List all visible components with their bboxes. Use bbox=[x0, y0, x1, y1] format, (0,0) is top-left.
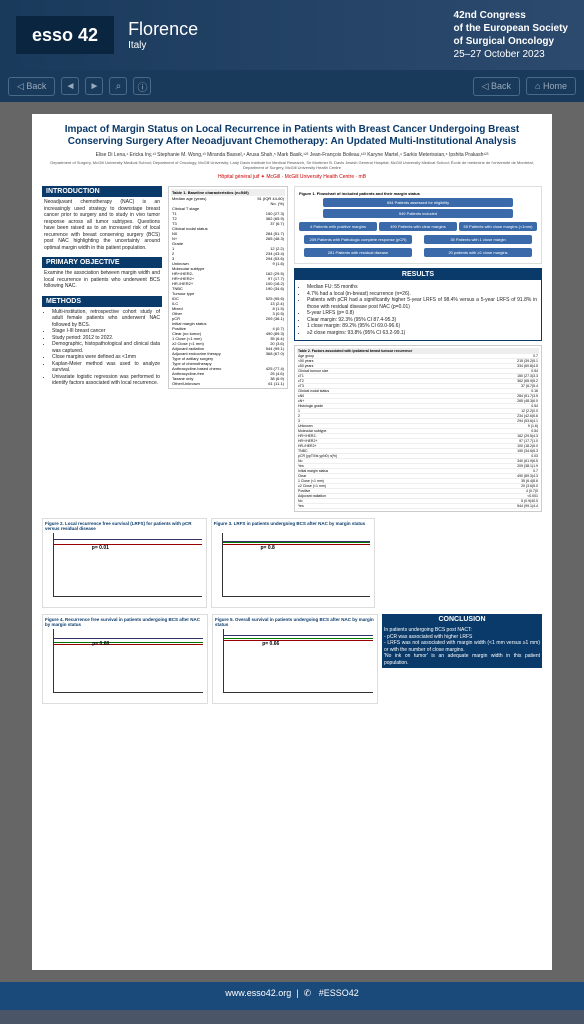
back-button-2[interactable]: ◁ Back bbox=[473, 77, 520, 96]
chart-title: Figure 3. LRFS in patients undergoing BC… bbox=[214, 521, 373, 526]
institution-logos: Hôpital général juif ✦ McGill · McGill U… bbox=[42, 174, 542, 180]
flow-node: 490 Patients with clear margins bbox=[379, 222, 457, 231]
middle-column: Table 1. Baseline characteristics (n=549… bbox=[168, 186, 288, 512]
table1-title: Table 1. Baseline characteristics (n=549… bbox=[171, 189, 285, 196]
flow-node: 20 patients with ≥2 close margins bbox=[424, 248, 531, 257]
home-button[interactable]: ⌂ Home bbox=[526, 77, 576, 95]
conclusion-body: In patients undergoing BCS post NACT: - … bbox=[382, 625, 542, 668]
chart-title: Figure 4. Recurrence free survival in pa… bbox=[45, 617, 205, 627]
p-value: p= 0.01 bbox=[92, 545, 109, 551]
flow-node: 209 Patients with Pathologic complete re… bbox=[304, 235, 411, 244]
results-box: RESULTS Median FU: 55 months4.7% had a l… bbox=[294, 268, 542, 341]
conference-header: esso 42 Florence Italy 42nd Congress of … bbox=[0, 0, 584, 70]
figure-1-flowchart: Figure 1. Flowchart of included patients… bbox=[294, 186, 542, 264]
footer-hashtag: #ESSO42 bbox=[319, 988, 359, 998]
results-header: RESULTS bbox=[295, 269, 541, 280]
list-item: Kaplan-Meier method was used to analyze … bbox=[52, 361, 160, 374]
table-2-continued bbox=[379, 518, 542, 608]
search-icon[interactable]: ⌕ bbox=[109, 77, 127, 95]
p-value: p= 0.8 bbox=[260, 545, 274, 551]
country: Italy bbox=[128, 40, 198, 51]
km-plot bbox=[53, 629, 203, 693]
figure-4: Figure 4. Recurrence free survival in pa… bbox=[42, 614, 208, 704]
chart-title: Figure 5. Overall survival in patients u… bbox=[215, 617, 375, 627]
list-item: Univariate logistic regression was perfo… bbox=[52, 374, 160, 387]
flow-node: 281 Patients with residual disease bbox=[304, 248, 411, 257]
km-plot bbox=[222, 533, 371, 597]
list-item: ≥2 close margins: 93.8% (95% CI 63.2-99.… bbox=[307, 330, 537, 337]
list-item: Demographic, histopathological and clini… bbox=[52, 341, 160, 354]
footer: www.esso42.org | ✆ #ESSO42 bbox=[0, 982, 584, 1010]
right-column: Figure 1. Flowchart of included patients… bbox=[294, 186, 542, 512]
charts-row-2: Figure 4. Recurrence free survival in pa… bbox=[42, 614, 542, 704]
flow-node: 35 Patients with 1 close margin bbox=[424, 235, 531, 244]
flow-node: 654 Patients assessed for eligibility bbox=[323, 198, 513, 207]
flow-node: 55 Patients with close margins (<1mm) bbox=[459, 222, 537, 231]
table-row: Other/Unknown61 (11.1) bbox=[171, 381, 285, 386]
left-column: INTRODUCTION Neoadjuvant chemotherapy (N… bbox=[42, 186, 162, 512]
flow-node: 549 Patients included bbox=[323, 209, 513, 218]
location: Florence Italy bbox=[128, 19, 198, 51]
prev-icon[interactable]: ◄ bbox=[61, 77, 79, 95]
km-plot bbox=[53, 533, 202, 597]
viewer-toolbar: ◁ Back ◄ ► ⌕ ⓘ ◁ Back ⌂ Home bbox=[0, 70, 584, 102]
km-plot bbox=[223, 629, 373, 693]
esso-logo: esso 42 bbox=[16, 16, 114, 54]
list-item: Patients with pCR had a significantly hi… bbox=[307, 297, 537, 310]
city: Florence bbox=[128, 19, 198, 40]
footer-url: www.esso42.org bbox=[225, 988, 291, 998]
list-item: Multi-institution, retrospective cohort … bbox=[52, 309, 160, 329]
chart-title: Figure 2. Local recurrence free survival… bbox=[45, 521, 204, 531]
affiliations: Department of Surgery, McGill University… bbox=[42, 160, 542, 170]
charts-row-1: Figure 2. Local recurrence free survival… bbox=[42, 518, 542, 608]
objective-body: Examine the association between margin w… bbox=[42, 268, 162, 292]
intro-body: Neoadjuvant chemotherapy (NAC) is an inc… bbox=[42, 197, 162, 253]
poster-title: Impact of Margin Status on Local Recurre… bbox=[42, 124, 542, 148]
back-button[interactable]: ◁ Back bbox=[8, 77, 55, 96]
table-row: Yes544 (99.1)4.4 bbox=[297, 504, 539, 509]
objective-header: PRIMARY OBJECTIVE bbox=[42, 257, 162, 268]
conclusion-header: CONCLUSION bbox=[382, 614, 542, 625]
authors: Elise Di Lena,¹ Ericka Iny,¹³ Stephanie … bbox=[42, 152, 542, 158]
fig1-title: Figure 1. Flowchart of included patients… bbox=[299, 191, 537, 196]
flow-node: 4 Patients with positive margins bbox=[299, 222, 377, 231]
congress-info: 42nd Congress of the European Society of… bbox=[454, 9, 568, 61]
results-body: Median FU: 55 months4.7% had a local (in… bbox=[297, 282, 539, 338]
conclusion-box: CONCLUSION In patients undergoing BCS po… bbox=[382, 614, 542, 704]
info-icon[interactable]: ⓘ bbox=[133, 77, 151, 95]
figure-3: Figure 3. LRFS in patients undergoing BC… bbox=[211, 518, 376, 608]
poster-viewport: Impact of Margin Status on Local Recurre… bbox=[0, 102, 584, 982]
p-value: p= 0.66 bbox=[262, 641, 279, 647]
congress-dates: 25–27 October 2023 bbox=[454, 48, 568, 61]
figure-5: Figure 5. Overall survival in patients u… bbox=[212, 614, 378, 704]
p-value: p= 0.68 bbox=[92, 641, 109, 647]
table-1: Table 1. Baseline characteristics (n=549… bbox=[168, 186, 288, 389]
intro-header: INTRODUCTION bbox=[42, 186, 162, 197]
methods-body: Multi-institution, retrospective cohort … bbox=[42, 307, 162, 389]
congress-title: 42nd Congress of the European Society of… bbox=[454, 9, 568, 48]
poster: Impact of Margin Status on Local Recurre… bbox=[32, 114, 552, 970]
methods-header: METHODS bbox=[42, 296, 162, 307]
figure-2: Figure 2. Local recurrence free survival… bbox=[42, 518, 207, 608]
next-icon[interactable]: ► bbox=[85, 77, 103, 95]
table-2: Table 2. Factors associated with ipsilat… bbox=[294, 345, 542, 512]
